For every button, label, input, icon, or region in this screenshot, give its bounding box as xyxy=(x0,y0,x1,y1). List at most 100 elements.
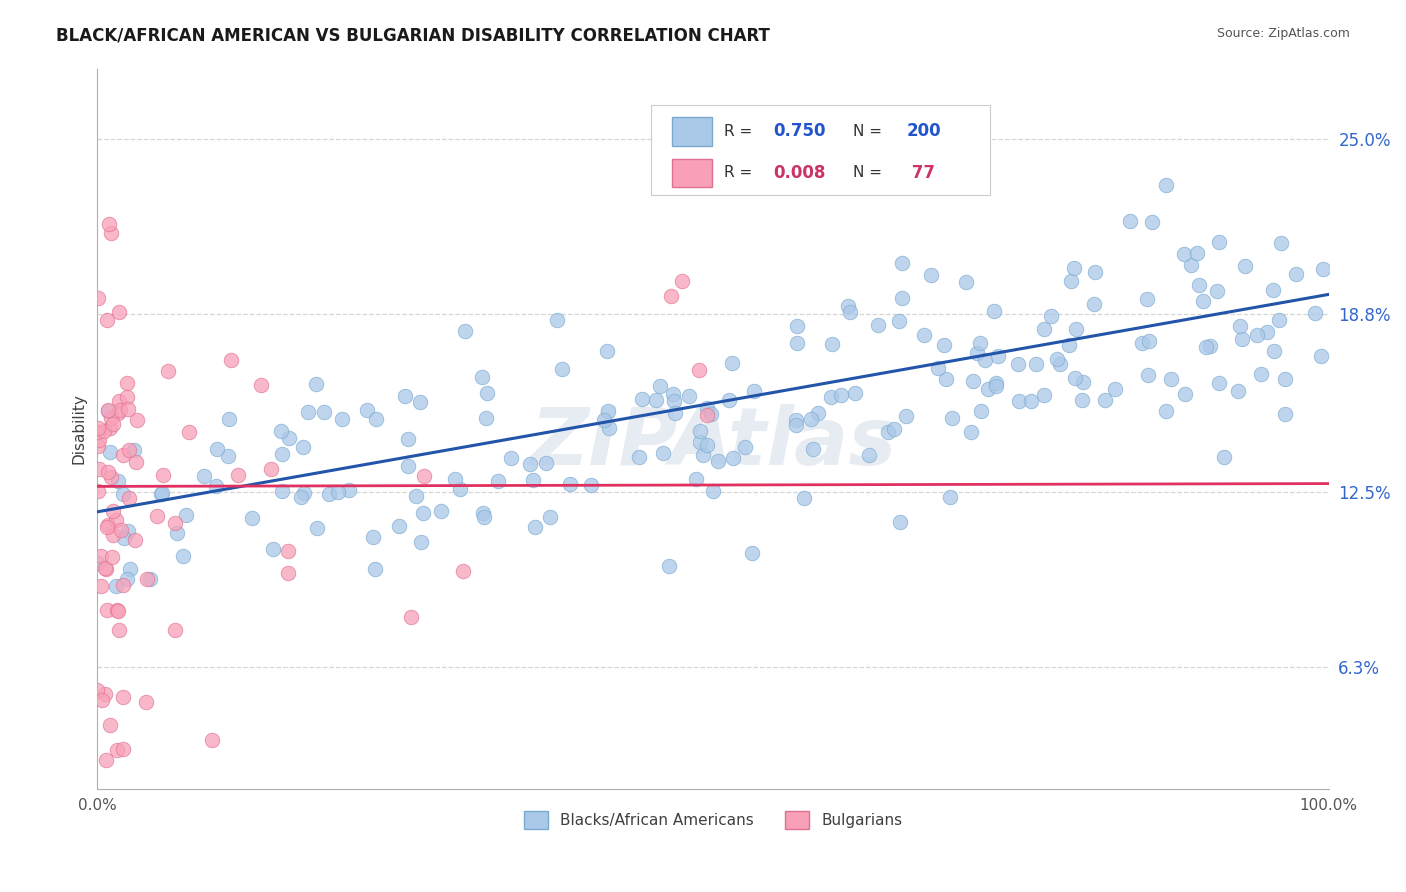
Point xyxy=(409,535,432,549)
Point xyxy=(218,412,240,426)
Point xyxy=(107,604,129,618)
Point xyxy=(105,513,128,527)
Text: 77: 77 xyxy=(907,164,935,182)
FancyBboxPatch shape xyxy=(651,104,990,194)
Point xyxy=(207,442,229,457)
Point xyxy=(838,305,860,319)
Point xyxy=(135,694,157,708)
Point xyxy=(166,526,188,541)
Point xyxy=(337,483,360,497)
Point xyxy=(163,516,186,530)
Point xyxy=(1230,332,1253,346)
Point xyxy=(305,521,328,535)
Point xyxy=(877,425,900,439)
Point xyxy=(260,462,283,476)
Point xyxy=(821,336,844,351)
Point xyxy=(1083,296,1105,310)
Point xyxy=(278,431,301,445)
Point xyxy=(471,506,494,520)
Point xyxy=(96,603,118,617)
Point xyxy=(1180,258,1202,272)
Point xyxy=(156,364,179,378)
Point xyxy=(396,458,419,473)
Point xyxy=(86,556,108,570)
Text: 200: 200 xyxy=(907,122,941,140)
Point xyxy=(1059,338,1081,352)
Point xyxy=(1185,246,1208,260)
Point xyxy=(596,344,619,359)
Point xyxy=(1040,310,1063,324)
Point xyxy=(388,519,411,533)
Point xyxy=(689,434,711,449)
Point xyxy=(1071,375,1094,389)
Point xyxy=(1208,235,1230,249)
Point xyxy=(920,268,942,282)
Point xyxy=(152,468,174,483)
Point xyxy=(290,490,312,504)
Point xyxy=(87,433,110,447)
Point xyxy=(1199,339,1222,353)
Point xyxy=(111,578,134,592)
Text: ZIPAtlas: ZIPAtlas xyxy=(530,404,896,482)
Point xyxy=(101,528,124,542)
Point xyxy=(94,562,117,576)
Point xyxy=(356,402,378,417)
Point xyxy=(1229,318,1251,333)
Point xyxy=(250,378,273,392)
Point xyxy=(627,450,650,464)
Point xyxy=(1160,372,1182,386)
Point xyxy=(193,468,215,483)
Point xyxy=(96,312,118,326)
Point xyxy=(1007,357,1029,371)
Text: 0.008: 0.008 xyxy=(773,164,825,182)
Point xyxy=(100,411,122,425)
Point xyxy=(270,424,292,438)
Point xyxy=(219,352,242,367)
Point xyxy=(1119,213,1142,227)
Point xyxy=(394,389,416,403)
Point xyxy=(1205,284,1227,298)
Point xyxy=(475,386,498,401)
Point xyxy=(1070,393,1092,408)
Point xyxy=(652,446,675,460)
Point xyxy=(671,275,693,289)
Point xyxy=(696,438,718,452)
Point xyxy=(120,562,142,576)
Point xyxy=(366,411,388,425)
Point xyxy=(844,386,866,401)
Point xyxy=(1192,294,1215,309)
Point xyxy=(890,255,912,269)
Point xyxy=(399,610,422,624)
Point xyxy=(969,336,991,351)
Point xyxy=(1305,306,1327,320)
Point xyxy=(100,226,122,240)
Point xyxy=(1025,357,1047,371)
Y-axis label: Disability: Disability xyxy=(72,393,86,464)
Point xyxy=(125,455,148,469)
Point xyxy=(914,328,936,343)
Point xyxy=(685,472,707,486)
Point xyxy=(1274,371,1296,385)
Point xyxy=(598,420,620,434)
Point xyxy=(894,409,917,423)
Legend: Blacks/African Americans, Bulgarians: Blacks/African Americans, Bulgarians xyxy=(517,805,908,835)
Text: N =: N = xyxy=(853,165,887,180)
Point xyxy=(292,440,315,454)
Point xyxy=(297,405,319,419)
Text: N =: N = xyxy=(853,124,887,138)
Point xyxy=(108,624,131,638)
FancyBboxPatch shape xyxy=(672,159,711,187)
Point xyxy=(87,420,110,434)
Point xyxy=(664,406,686,420)
Point xyxy=(1256,326,1278,340)
Point xyxy=(122,443,145,458)
Text: Source: ZipAtlas.com: Source: ZipAtlas.com xyxy=(1216,27,1350,40)
Point xyxy=(174,508,197,523)
Point xyxy=(87,483,110,498)
Point xyxy=(451,564,474,578)
Point xyxy=(90,549,112,563)
Point xyxy=(101,504,124,518)
Point xyxy=(820,391,842,405)
Point xyxy=(471,370,494,384)
Point xyxy=(1227,384,1250,399)
